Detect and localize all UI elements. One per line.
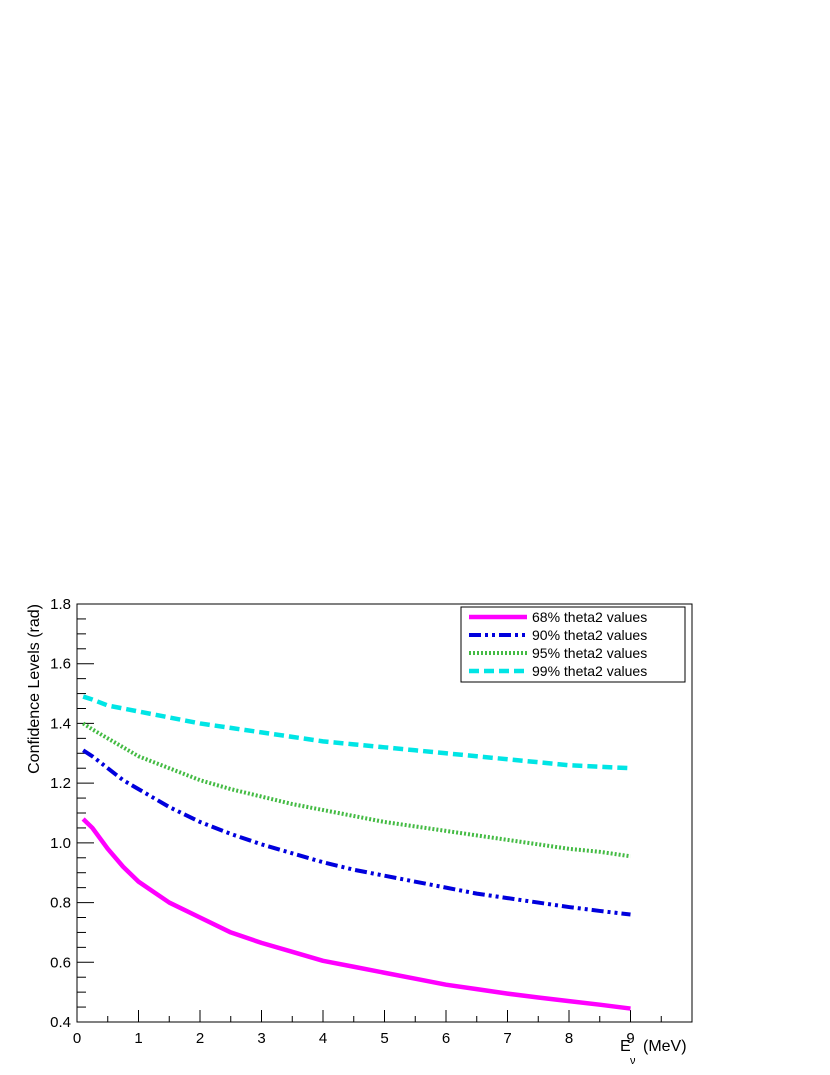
x-tick-label: 1 xyxy=(134,1030,142,1047)
x-tick-label: 3 xyxy=(257,1030,265,1047)
x-tick-label: 0 xyxy=(73,1030,81,1047)
axis-ticks xyxy=(76,603,693,1023)
series-line-95-theta2-values xyxy=(82,721,631,859)
y-tick-label: 1.2 xyxy=(50,775,71,792)
y-tick-label: 1.4 xyxy=(50,715,71,732)
x-tick-label: 4 xyxy=(319,1030,327,1047)
series-line-90-theta2-values xyxy=(82,748,631,917)
y-tick-label: 0.6 xyxy=(50,954,71,971)
y-tick-label: 1.6 xyxy=(50,656,71,673)
x-tick-label: 9 xyxy=(626,1030,634,1047)
y-tick-label: 1.0 xyxy=(50,835,71,852)
legend-label: 90% theta2 values xyxy=(532,627,647,643)
x-axis-title: E ν (MeV) xyxy=(620,1038,687,1067)
y-axis-title: Confidence Levels (rad) xyxy=(26,604,43,774)
x-axis-title-unit: (MeV) xyxy=(643,1038,687,1055)
x-tick-label: 8 xyxy=(565,1030,573,1047)
x-axis-title-subscript: ν xyxy=(630,1055,636,1067)
y-tick-label: 0.4 xyxy=(50,1014,71,1031)
y-tick-label: 1.8 xyxy=(50,596,71,613)
y-tick-label: 0.8 xyxy=(50,895,71,912)
tick-labels: 0 1 2 3 4 5 6 7 8 9 0.4 0.6 0.8 1.0 1.2 1.4 1.6 1.8 xyxy=(50,596,635,1047)
series-line-68-theta2-values xyxy=(81,817,631,1011)
legend: 68% theta2 values 90% theta2 values 95% th… xyxy=(460,606,686,683)
legend-label: 68% theta2 values xyxy=(532,609,647,625)
x-tick-label: 5 xyxy=(380,1030,388,1047)
x-tick-label: 7 xyxy=(503,1030,511,1047)
legend-label: 95% theta2 values xyxy=(532,645,647,661)
series-lines xyxy=(81,694,631,1011)
x-axis-title-main: E xyxy=(620,1038,631,1055)
x-tick-label: 2 xyxy=(196,1030,204,1047)
legend-box xyxy=(460,606,686,683)
series-line-99-theta2-values xyxy=(82,694,631,771)
legend-entries: 68% theta2 values 90% theta2 values 95% th… xyxy=(469,609,647,679)
legend-label: 99% theta2 values xyxy=(532,663,647,679)
x-tick-label: 6 xyxy=(442,1030,450,1047)
